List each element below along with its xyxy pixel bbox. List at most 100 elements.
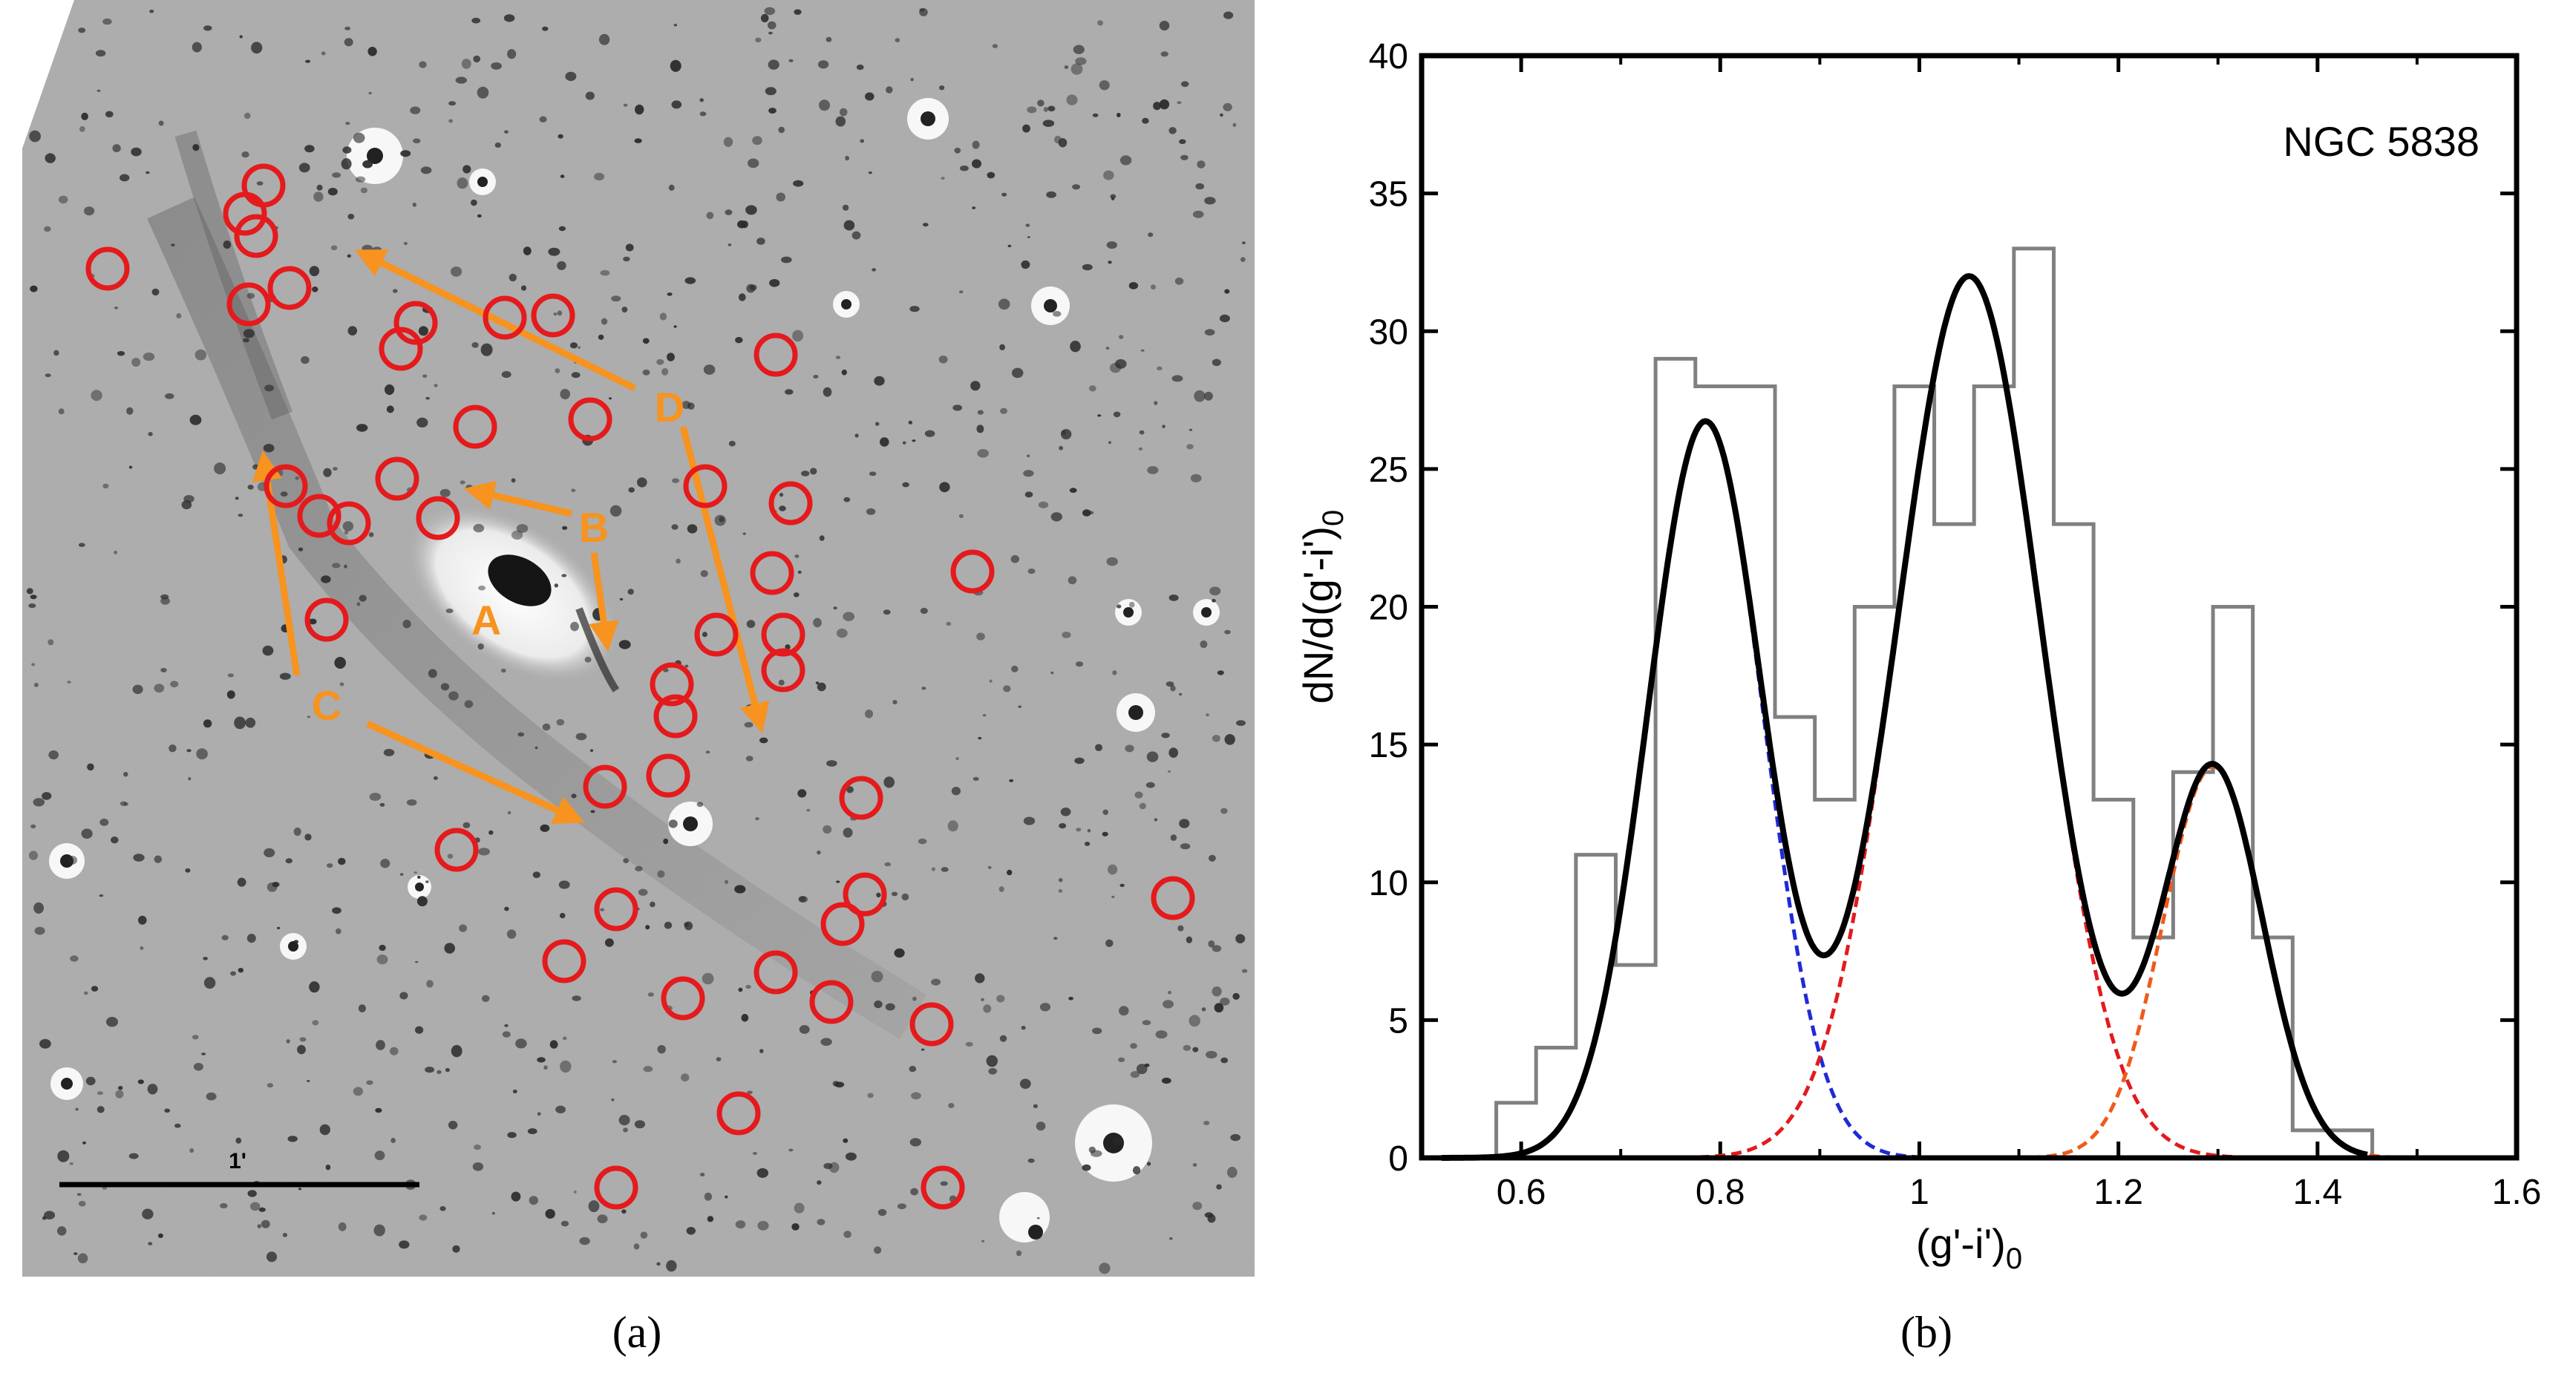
background-source bbox=[554, 583, 558, 588]
background-source bbox=[28, 603, 36, 609]
background-source bbox=[699, 98, 704, 102]
background-source bbox=[1232, 122, 1237, 127]
background-source bbox=[703, 364, 716, 375]
background-source bbox=[597, 1214, 608, 1224]
background-source bbox=[472, 1162, 484, 1171]
background-source bbox=[959, 166, 969, 171]
background-source bbox=[1219, 314, 1230, 323]
background-source bbox=[1220, 113, 1223, 117]
background-source bbox=[316, 184, 323, 191]
background-source bbox=[511, 530, 523, 540]
background-source bbox=[115, 1090, 124, 1098]
background-source bbox=[989, 679, 993, 683]
background-source bbox=[1073, 45, 1085, 54]
background-source bbox=[1192, 1163, 1197, 1167]
background-source bbox=[58, 408, 65, 415]
background-source bbox=[400, 873, 404, 876]
background-source bbox=[450, 266, 462, 277]
background-source bbox=[946, 621, 952, 626]
background-source bbox=[189, 1148, 194, 1153]
background-source bbox=[817, 850, 821, 855]
background-source bbox=[911, 1092, 921, 1100]
background-source bbox=[112, 144, 121, 153]
background-source bbox=[633, 1243, 640, 1250]
background-source bbox=[886, 86, 893, 94]
background-source bbox=[293, 827, 301, 836]
background-source bbox=[527, 1128, 537, 1135]
background-source bbox=[1145, 782, 1155, 788]
background-source bbox=[373, 1224, 385, 1237]
background-source bbox=[426, 980, 434, 988]
background-source bbox=[1074, 757, 1085, 764]
background-source bbox=[515, 1038, 527, 1049]
background-source bbox=[1227, 1167, 1238, 1178]
background-source bbox=[618, 1115, 630, 1126]
background-source bbox=[972, 140, 980, 149]
background-source bbox=[1153, 102, 1161, 111]
background-source bbox=[892, 700, 898, 704]
background-source bbox=[1232, 992, 1240, 1000]
background-source bbox=[247, 485, 254, 490]
background-source bbox=[366, 1080, 373, 1085]
background-source bbox=[1212, 986, 1222, 997]
background-source bbox=[611, 295, 621, 302]
background-source bbox=[902, 441, 906, 445]
background-source bbox=[744, 721, 753, 728]
panel-a-image: 1' A B C D (a) bbox=[0, 0, 1277, 1381]
background-source bbox=[951, 787, 961, 796]
background-source bbox=[999, 344, 1005, 350]
background-source bbox=[854, 433, 859, 438]
background-source bbox=[263, 444, 275, 453]
background-source bbox=[958, 290, 964, 294]
background-source bbox=[1117, 604, 1122, 609]
background-source bbox=[921, 1048, 925, 1051]
background-source bbox=[1082, 1164, 1091, 1171]
background-source bbox=[756, 238, 765, 245]
background-source bbox=[941, 177, 945, 180]
background-source bbox=[1108, 441, 1111, 445]
background-source bbox=[509, 273, 517, 282]
background-source bbox=[768, 108, 777, 114]
background-source bbox=[565, 71, 577, 82]
background-source bbox=[386, 405, 394, 413]
background-source bbox=[1047, 105, 1056, 112]
background-source bbox=[1203, 1121, 1210, 1125]
background-source bbox=[753, 1152, 757, 1155]
background-source bbox=[670, 59, 681, 72]
background-source bbox=[947, 820, 958, 832]
background-source bbox=[883, 776, 895, 788]
background-source bbox=[1102, 809, 1108, 816]
background-source bbox=[746, 620, 756, 629]
background-source bbox=[237, 877, 246, 887]
background-source bbox=[1170, 834, 1177, 841]
x-tick-label: 1 bbox=[1909, 1173, 1929, 1212]
background-source bbox=[618, 640, 631, 649]
background-source bbox=[312, 287, 318, 292]
background-source bbox=[494, 143, 501, 148]
background-source bbox=[1132, 1166, 1141, 1175]
background-source bbox=[920, 607, 928, 615]
background-source bbox=[422, 374, 428, 379]
background-source bbox=[742, 532, 746, 535]
background-source bbox=[79, 126, 85, 132]
background-source bbox=[114, 307, 118, 310]
background-source bbox=[399, 992, 408, 1000]
background-source bbox=[517, 732, 525, 737]
background-source bbox=[143, 353, 155, 361]
background-source bbox=[1027, 106, 1037, 114]
background-source bbox=[817, 60, 829, 69]
background-source bbox=[1106, 557, 1118, 566]
background-source bbox=[295, 476, 300, 480]
background-source bbox=[247, 1190, 257, 1197]
background-source bbox=[201, 1052, 206, 1055]
background-source bbox=[687, 524, 698, 534]
background-source bbox=[841, 369, 848, 376]
background-source bbox=[146, 171, 150, 174]
tidal-stream bbox=[147, 197, 927, 1039]
background-source bbox=[1053, 311, 1062, 317]
background-source bbox=[356, 176, 366, 183]
background-source bbox=[1189, 428, 1193, 431]
background-source bbox=[1154, 401, 1158, 405]
background-source bbox=[235, 497, 239, 500]
background-source bbox=[286, 1039, 290, 1044]
